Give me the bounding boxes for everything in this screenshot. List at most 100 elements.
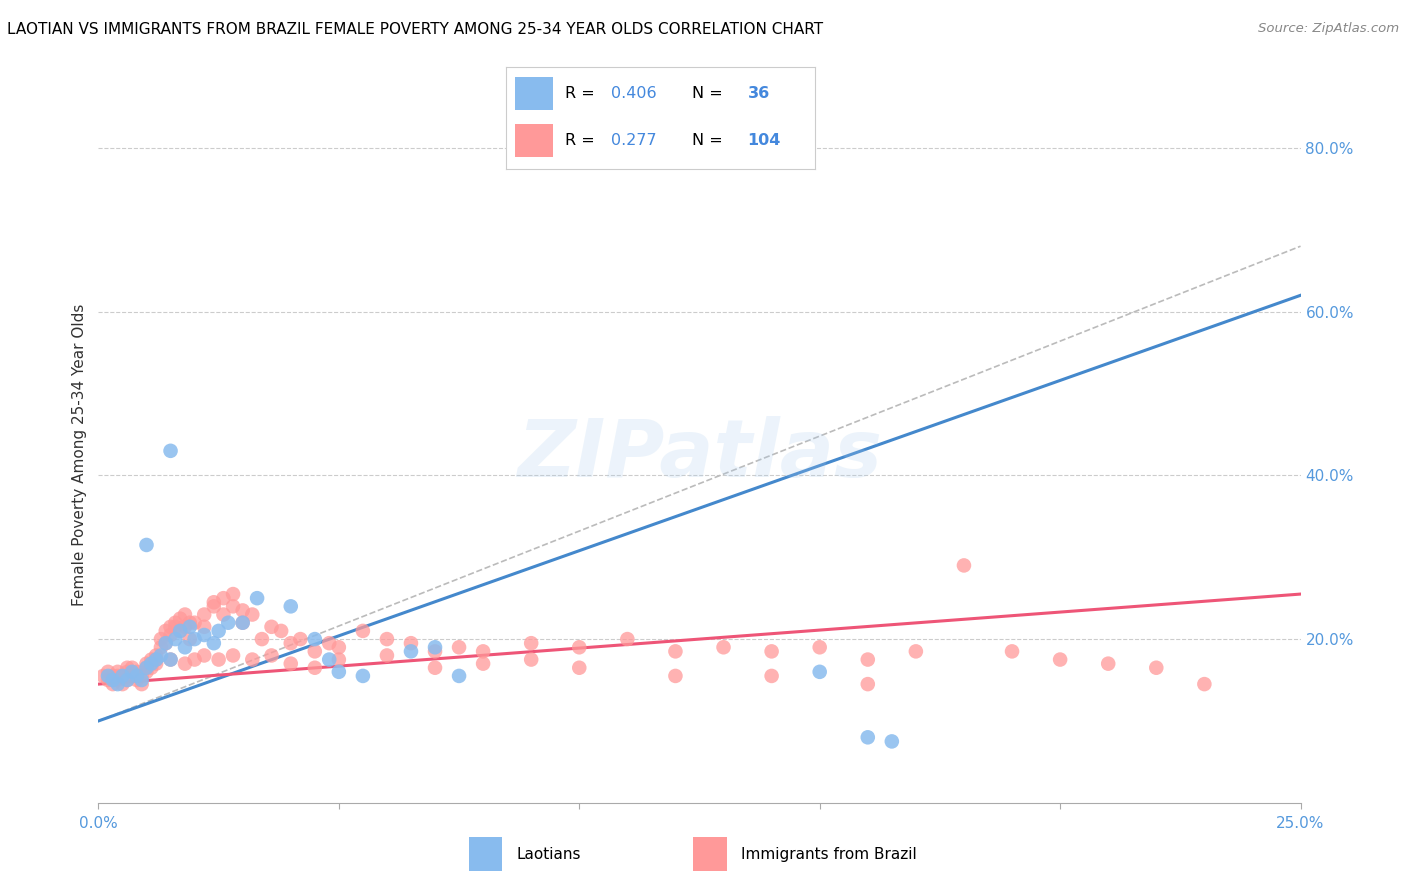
Point	[159, 620, 181, 634]
Point	[250, 632, 273, 646]
Point	[125, 673, 148, 687]
Point	[399, 644, 422, 658]
Point	[568, 640, 591, 655]
Y-axis label: Female Poverty Among 25-34 Year Olds: Female Poverty Among 25-34 Year Olds	[72, 304, 87, 606]
Bar	[516, 124, 553, 157]
Point	[904, 644, 927, 658]
Point	[101, 677, 124, 691]
Point	[145, 657, 167, 671]
Point	[183, 632, 205, 646]
Point	[193, 648, 215, 663]
Point	[174, 640, 197, 655]
Point	[280, 599, 302, 614]
Point	[1049, 652, 1071, 666]
Point	[208, 624, 231, 638]
Point	[135, 661, 157, 675]
Point	[193, 607, 215, 622]
Point	[131, 677, 153, 691]
Point	[318, 636, 340, 650]
Point	[91, 669, 114, 683]
Text: N =: N =	[692, 86, 728, 101]
Point	[121, 665, 143, 679]
Point	[121, 661, 143, 675]
Point	[232, 615, 254, 630]
Point	[270, 624, 292, 638]
Point	[290, 632, 312, 646]
Text: LAOTIAN VS IMMIGRANTS FROM BRAZIL FEMALE POVERTY AMONG 25-34 YEAR OLDS CORRELATI: LAOTIAN VS IMMIGRANTS FROM BRAZIL FEMALE…	[7, 22, 823, 37]
Point	[111, 669, 134, 683]
Point	[165, 632, 187, 646]
Point	[165, 620, 187, 634]
Point	[183, 615, 205, 630]
Point	[472, 657, 495, 671]
Point	[117, 665, 139, 679]
Point	[174, 620, 197, 634]
Point	[447, 640, 470, 655]
Point	[101, 669, 124, 683]
Point	[107, 665, 129, 679]
Text: Laotians: Laotians	[516, 847, 581, 862]
Point	[121, 669, 143, 683]
Point	[145, 648, 167, 663]
Text: R =: R =	[565, 86, 600, 101]
Point	[423, 661, 446, 675]
Point	[222, 648, 245, 663]
Point	[107, 673, 129, 687]
Point	[149, 648, 172, 663]
Point	[111, 677, 134, 691]
Point	[135, 665, 157, 679]
Text: 0.406: 0.406	[612, 86, 657, 101]
Point	[159, 443, 181, 458]
Text: 25.0%: 25.0%	[1277, 816, 1324, 831]
Point	[145, 652, 167, 666]
Point	[131, 669, 153, 683]
Point	[713, 640, 735, 655]
Bar	[693, 838, 727, 871]
Point	[222, 599, 245, 614]
Text: 0.277: 0.277	[612, 133, 657, 148]
Point	[664, 644, 686, 658]
Bar	[468, 838, 502, 871]
Point	[304, 661, 326, 675]
Point	[953, 558, 976, 573]
Point	[131, 673, 153, 687]
Point	[304, 644, 326, 658]
Point	[135, 538, 157, 552]
Point	[125, 665, 148, 679]
Point	[169, 624, 191, 638]
Point	[141, 657, 163, 671]
Point	[135, 657, 157, 671]
Point	[212, 607, 235, 622]
Point	[174, 607, 197, 622]
Point	[375, 632, 398, 646]
Point	[520, 652, 543, 666]
Point	[208, 652, 231, 666]
Point	[125, 669, 148, 683]
Point	[117, 661, 139, 675]
Text: Source: ZipAtlas.com: Source: ZipAtlas.com	[1258, 22, 1399, 36]
Point	[155, 636, 177, 650]
Point	[125, 669, 148, 683]
Point	[472, 644, 495, 658]
Point	[318, 652, 340, 666]
Point	[1097, 657, 1119, 671]
Point	[141, 652, 163, 666]
Point	[399, 636, 422, 650]
Point	[193, 620, 215, 634]
Point	[135, 661, 157, 675]
Point	[328, 640, 350, 655]
Point	[761, 669, 783, 683]
Text: N =: N =	[692, 133, 728, 148]
Point	[183, 652, 205, 666]
Point	[117, 673, 139, 687]
Point	[1144, 661, 1167, 675]
Point	[232, 603, 254, 617]
Point	[97, 673, 120, 687]
Point	[179, 615, 201, 630]
Point	[280, 636, 302, 650]
Point	[328, 665, 350, 679]
Text: R =: R =	[565, 133, 600, 148]
Point	[202, 595, 225, 609]
Text: 104: 104	[748, 133, 780, 148]
Point	[117, 673, 139, 687]
